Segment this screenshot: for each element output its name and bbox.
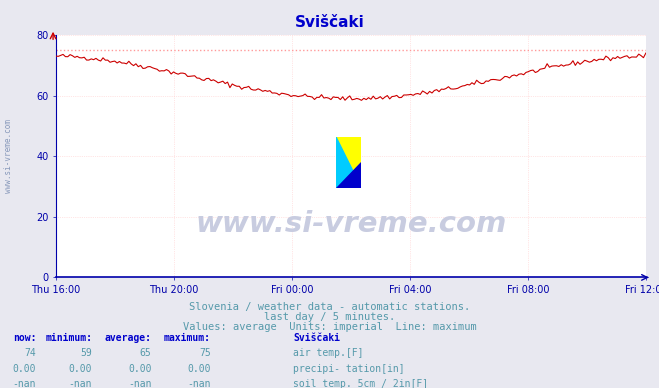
Text: 0.00: 0.00 bbox=[13, 364, 36, 374]
Text: air temp.[F]: air temp.[F] bbox=[293, 348, 364, 359]
Text: 59: 59 bbox=[80, 348, 92, 359]
Text: 0.00: 0.00 bbox=[128, 364, 152, 374]
Text: last day / 5 minutes.: last day / 5 minutes. bbox=[264, 312, 395, 322]
Text: Values: average  Units: imperial  Line: maximum: Values: average Units: imperial Line: ma… bbox=[183, 322, 476, 332]
Text: soil temp. 5cm / 2in[F]: soil temp. 5cm / 2in[F] bbox=[293, 379, 428, 388]
Text: now:: now: bbox=[13, 333, 36, 343]
Text: -nan: -nan bbox=[128, 379, 152, 388]
Text: -nan: -nan bbox=[69, 379, 92, 388]
Text: average:: average: bbox=[105, 333, 152, 343]
Text: www.si-vreme.com: www.si-vreme.com bbox=[4, 119, 13, 193]
Polygon shape bbox=[336, 137, 361, 188]
Text: -nan: -nan bbox=[187, 379, 211, 388]
Text: Sviščaki: Sviščaki bbox=[295, 15, 364, 30]
Text: minimum:: minimum: bbox=[45, 333, 92, 343]
Text: -nan: -nan bbox=[13, 379, 36, 388]
Text: Slovenia / weather data - automatic stations.: Slovenia / weather data - automatic stat… bbox=[189, 302, 470, 312]
Text: precipi- tation[in]: precipi- tation[in] bbox=[293, 364, 405, 374]
Text: 0.00: 0.00 bbox=[187, 364, 211, 374]
Text: www.si-vreme.com: www.si-vreme.com bbox=[195, 210, 507, 238]
Text: 0.00: 0.00 bbox=[69, 364, 92, 374]
Text: 75: 75 bbox=[199, 348, 211, 359]
Text: maximum:: maximum: bbox=[164, 333, 211, 343]
Polygon shape bbox=[336, 163, 361, 188]
Text: Sviščaki: Sviščaki bbox=[293, 333, 340, 343]
Text: 65: 65 bbox=[140, 348, 152, 359]
Text: 74: 74 bbox=[24, 348, 36, 359]
